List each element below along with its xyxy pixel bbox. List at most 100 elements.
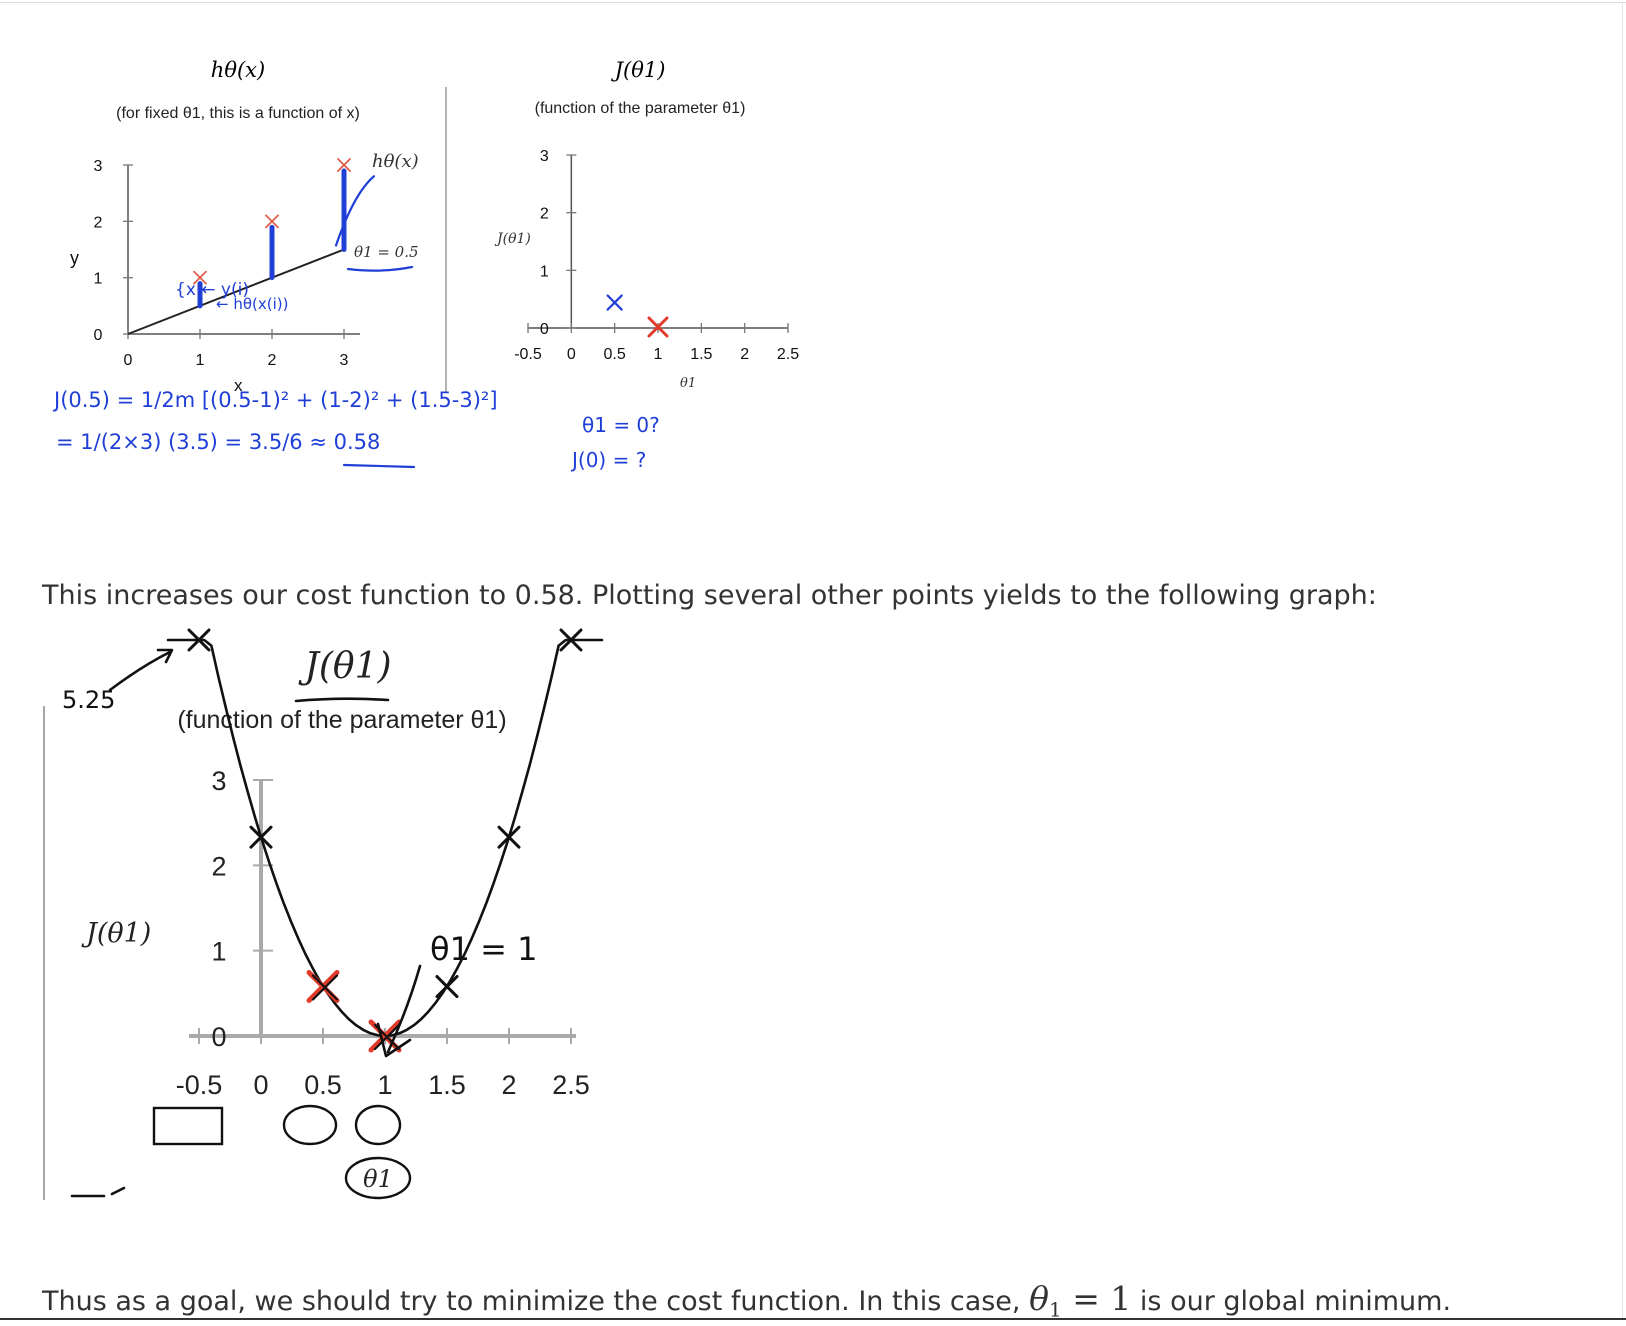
fig2-x-tick-label: 2.5 bbox=[552, 1070, 590, 1100]
fig2-title: J(θ1) bbox=[297, 646, 391, 687]
curve-label: hθ(x) bbox=[372, 151, 419, 172]
highlight-ink bbox=[311, 974, 339, 1001]
left-x-tick-label: 0 bbox=[124, 352, 133, 369]
cost-point-half bbox=[606, 294, 623, 311]
left-y-tick-label: 1 bbox=[94, 271, 103, 288]
left-x-tick-label: 3 bbox=[340, 352, 349, 369]
page-top-border bbox=[0, 2, 1626, 3]
fig2-tick-labels: -0.5 0 0.5 1 1.5 2 2.5 0 1 2 3 bbox=[176, 766, 590, 1100]
left-y-tick-label: 2 bbox=[94, 214, 103, 231]
figure-1-svg: hθ(x) (for fixed θ1, this is a function … bbox=[52, 58, 799, 472]
curve-mark bbox=[249, 825, 273, 849]
right-y-tick-label: 1 bbox=[540, 263, 549, 280]
figure-2-svg: J(θ1) (function of the parameter θ1) J(θ… bbox=[43, 628, 604, 1200]
fig2-y-label: J(θ1) bbox=[81, 918, 151, 949]
curve-mark bbox=[435, 975, 459, 999]
right-x-tick-label: -0.5 bbox=[514, 346, 542, 363]
fig2-y-tick-label: 0 bbox=[211, 1022, 226, 1052]
right-panel: J(θ1) (function of the parameter θ1) -0.… bbox=[494, 58, 799, 472]
data-point-b bbox=[193, 270, 207, 285]
page-right-border bbox=[1622, 2, 1623, 1318]
question-theta: θ1 = 0? bbox=[582, 413, 660, 437]
left-x-tick-label: 1 bbox=[196, 352, 205, 369]
annotation-min: θ1 = 1 bbox=[430, 930, 537, 968]
paragraph-cost-increase: This increases our cost function to 0.58… bbox=[42, 580, 1377, 611]
fig2-x-tick-label: -0.5 bbox=[176, 1070, 223, 1100]
highlight-ink-b bbox=[311, 974, 339, 1001]
theta-label: θ1 = 0.5 bbox=[354, 243, 419, 261]
fig2-x-label: θ1 bbox=[363, 1165, 393, 1193]
page-bottom-border bbox=[0, 1318, 1626, 1320]
right-x-tick-label: 1 bbox=[654, 346, 663, 363]
right-x-label: θ1 bbox=[680, 376, 696, 391]
right-ticks bbox=[527, 154, 789, 333]
cost-curve-marks bbox=[187, 628, 583, 1053]
curve-mark-b bbox=[435, 975, 459, 999]
right-x-tick-label: 0.5 bbox=[604, 346, 626, 363]
left-tick-labels: 0 1 2 3 0 1 2 3 bbox=[94, 158, 349, 369]
data-point bbox=[337, 158, 351, 172]
cost-point-one bbox=[647, 316, 669, 338]
right-x-tick-label: 2 bbox=[740, 346, 749, 363]
theta-underline bbox=[346, 265, 414, 272]
right-y-tick-label: 2 bbox=[540, 206, 549, 223]
box-neg-half bbox=[152, 1106, 224, 1146]
right-x-tick-label: 0 bbox=[567, 346, 576, 363]
calc-underline bbox=[342, 463, 416, 469]
fig2-x-tick-label: 1.5 bbox=[428, 1070, 466, 1100]
left-x-tick-label: 2 bbox=[268, 352, 277, 369]
figure-hypothesis-and-cost: hθ(x) (for fixed θ1, this is a function … bbox=[42, 47, 854, 501]
para2-before: Thus as a goal, we should try to minimiz… bbox=[42, 1286, 1030, 1317]
question-j: J(0) = ? bbox=[570, 448, 646, 472]
curve-pointer bbox=[334, 175, 376, 247]
fig2-x-tick-label: 0 bbox=[253, 1070, 268, 1100]
left-panel: hθ(x) (for fixed θ1, this is a function … bbox=[70, 58, 419, 395]
math-one: 1 bbox=[1110, 1279, 1132, 1318]
calc-line-2: = 1/(2×3) (3.5) = 3.5/6 ≈ 0.58 bbox=[56, 430, 380, 454]
para2-after: is our global minimum. bbox=[1131, 1286, 1452, 1317]
annotation-h: ← hθ(x(i)) bbox=[216, 295, 288, 313]
curve-mark-b bbox=[559, 628, 583, 652]
curve-mark bbox=[559, 628, 583, 652]
right-x-tick-label: 1.5 bbox=[690, 346, 712, 363]
residuals bbox=[197, 168, 376, 309]
left-y-label: y bbox=[70, 248, 79, 268]
figure-cost-curve: J(θ1) (function of the parameter θ1) J(θ… bbox=[42, 628, 652, 1206]
data-points bbox=[193, 158, 351, 285]
paragraph-global-minimum: Thus as a goal, we should try to minimiz… bbox=[42, 1282, 1451, 1326]
hypothesis-line bbox=[127, 248, 345, 335]
annotation-scribble bbox=[70, 1186, 126, 1198]
fig2-y-tick-label: 2 bbox=[211, 851, 226, 881]
curve-mark-b bbox=[187, 628, 211, 652]
right-y-label: J(θ1) bbox=[494, 231, 531, 247]
data-point bbox=[265, 214, 279, 229]
annotation-arrow bbox=[108, 648, 174, 692]
circle-half bbox=[282, 1104, 338, 1146]
fig2-x-tick-label: 0.5 bbox=[304, 1070, 342, 1100]
data-point-b bbox=[265, 214, 279, 229]
circle-theta bbox=[344, 1156, 412, 1200]
cost-point-half-b bbox=[606, 294, 623, 311]
fig2-y-tick-label: 3 bbox=[211, 766, 226, 796]
math-eq: = bbox=[1061, 1279, 1111, 1318]
left-y-tick-label: 3 bbox=[94, 158, 103, 175]
annotation-y: {x ← y(i) bbox=[175, 280, 249, 300]
cost-point-one-b bbox=[647, 316, 669, 338]
fig2-x-tick-label: 2 bbox=[501, 1070, 516, 1100]
right-x-tick-label: 2.5 bbox=[777, 346, 799, 363]
fig2-x-tick-label: 1 bbox=[377, 1070, 392, 1100]
curve-mark-b bbox=[497, 825, 521, 849]
handwritten-calculation: J(0.5) = 1/2m [(0.5-1)² + (1-2)² + (1.5-… bbox=[52, 388, 498, 469]
cost-points bbox=[606, 294, 669, 338]
curve-mark bbox=[497, 825, 521, 849]
annotation-value: 5.25 bbox=[62, 686, 115, 714]
left-ticks bbox=[123, 164, 345, 339]
data-point-b bbox=[337, 158, 351, 172]
highlight-ink-b bbox=[373, 1023, 401, 1051]
right-tick-labels: -0.5 0 0.5 1 1.5 2 2.5 0 1 2 3 bbox=[514, 148, 799, 363]
right-panel-subtitle: (function of the parameter θ1) bbox=[535, 100, 746, 117]
fig2-y-tick-label: 1 bbox=[211, 937, 226, 967]
title-underline bbox=[294, 697, 390, 703]
annotation-min-arrow bbox=[376, 964, 422, 1058]
right-y-tick-label: 3 bbox=[540, 148, 549, 165]
